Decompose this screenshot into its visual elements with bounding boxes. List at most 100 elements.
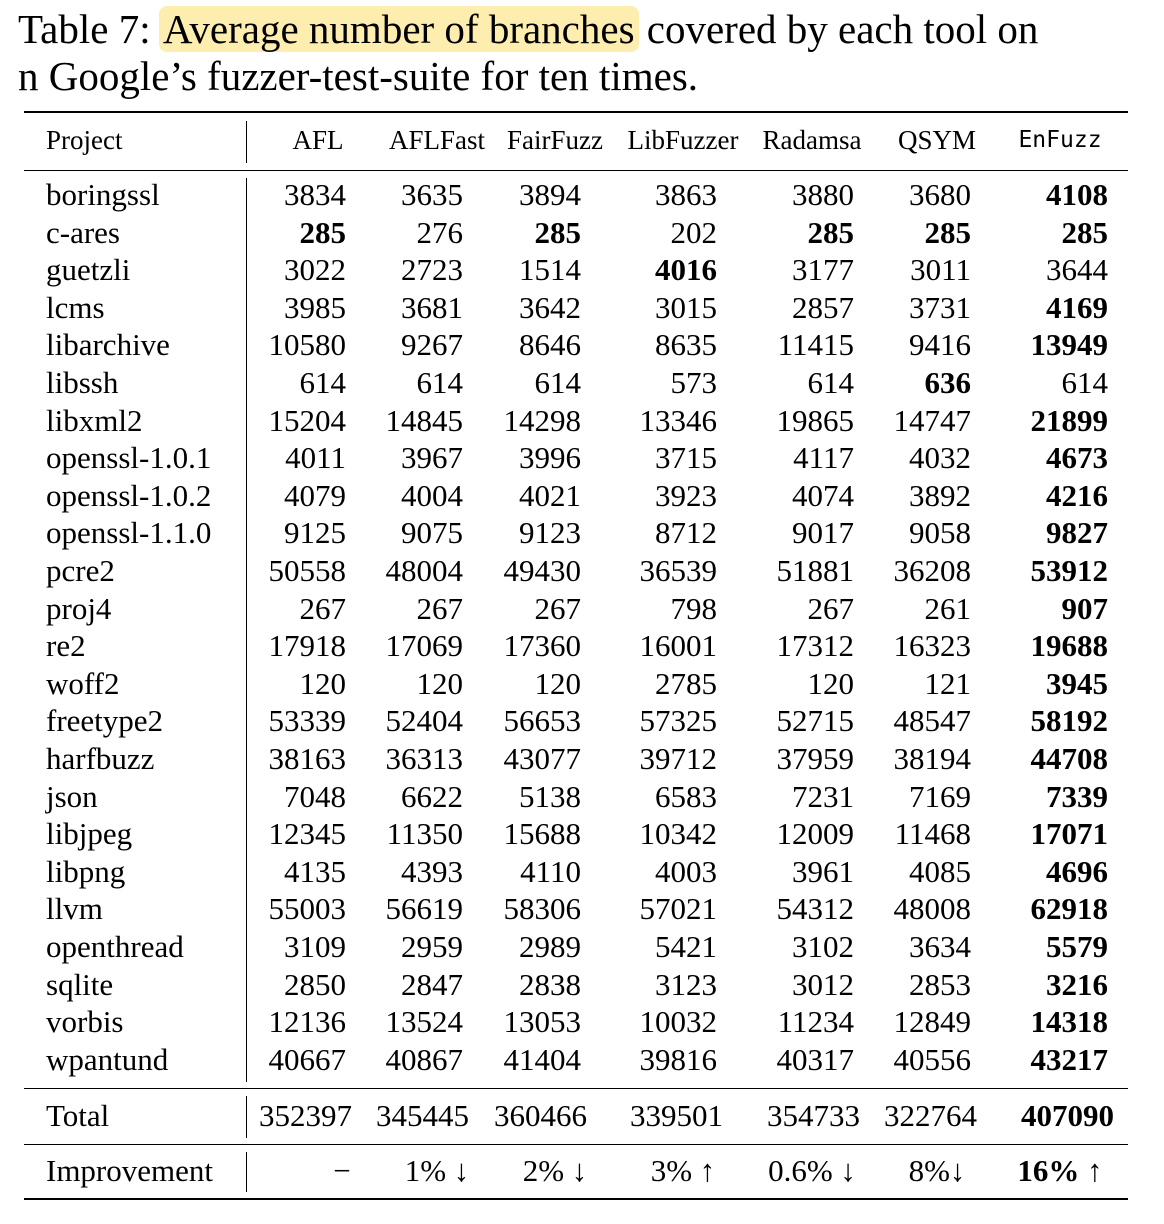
branch-count: 15688 — [503, 816, 582, 852]
branch-count: 120 — [807, 665, 855, 701]
improvement-row-label: Improvement — [46, 1153, 214, 1188]
project-name: libxml2 — [46, 402, 143, 438]
branch-count: 3863 — [655, 177, 717, 212]
branch-count: 3961 — [792, 853, 854, 889]
project-name: openssl-1.0.1 — [46, 440, 212, 476]
column-header-fairfuzz: FairFuzz — [507, 125, 603, 155]
branch-count: 48547 — [893, 703, 972, 739]
branch-count: 38163 — [268, 741, 347, 776]
column-separator-header — [246, 121, 248, 163]
column-separator-total — [246, 1096, 248, 1138]
branch-count: 7231 — [792, 778, 854, 814]
branch-count: 3644 — [1046, 252, 1108, 288]
branch-count: 17360 — [503, 628, 582, 664]
branch-count: 62918 — [1030, 891, 1109, 927]
branch-count: 12009 — [776, 816, 855, 852]
branch-count: 4011 — [285, 440, 346, 476]
table-row: json 7048 6622 5138 6583 7231 7169 7339 — [0, 778, 1164, 816]
caption-prefix: Table 7: — [18, 6, 161, 52]
branch-count: 6622 — [401, 778, 463, 814]
table-caption: Table 7: Average number of branches cove… — [18, 6, 1148, 100]
table-row: harfbuzz 38163 36313 43077 39712 37959 38194 44… — [0, 740, 1164, 778]
branch-count: 267 — [299, 590, 347, 626]
total-row-value: 322764 — [884, 1098, 977, 1133]
branch-count: 37959 — [776, 741, 855, 776]
branch-count: 14845 — [385, 402, 464, 438]
branch-count: 39712 — [639, 741, 718, 776]
branch-count: 41404 — [503, 1041, 582, 1077]
table-row: openssl-1.0.1 4011 3967 3996 3715 4117 4032 467… — [0, 439, 1164, 477]
branch-count: 3894 — [519, 177, 581, 212]
branch-count: 40317 — [776, 1041, 855, 1077]
table-row: c-ares 285 276 285 202 285 285 285 — [0, 214, 1164, 252]
branch-count: 9058 — [909, 515, 971, 551]
branch-count: 11350 — [386, 816, 463, 852]
branch-count: 3177 — [792, 252, 854, 288]
branch-count: 120 — [299, 665, 347, 701]
table-row: proj4 267 267 267 798 267 261 907 — [0, 590, 1164, 628]
total-row-label: Total — [46, 1098, 110, 1133]
branch-count: 8635 — [655, 327, 717, 363]
branch-count: 285 — [299, 214, 347, 250]
table-row: boringssl 3834 3635 3894 3863 3880 3680 4108 — [0, 176, 1164, 214]
table-row: openthread 3109 2959 2989 5421 3102 3634 5579 — [0, 928, 1164, 966]
column-header-enfuzz: EnFuzz — [1018, 127, 1102, 153]
branch-count: 4169 — [1046, 289, 1108, 325]
branch-count: 19865 — [776, 402, 855, 438]
branch-count: 9017 — [792, 515, 854, 551]
branch-count: 3680 — [909, 177, 971, 212]
project-name: lcms — [46, 289, 105, 325]
project-name: proj4 — [46, 590, 112, 626]
column-separator-body — [246, 178, 248, 1082]
branch-count: 4021 — [519, 477, 581, 513]
table-row: vorbis 12136 13524 13053 10032 11234 12849 1431… — [0, 1003, 1164, 1041]
column-header-qsym: QSYM — [897, 125, 977, 155]
total-row: Total 352397 345445 360466 339501 354733 32276… — [0, 1097, 1164, 1135]
branch-count: 5579 — [1046, 929, 1108, 964]
table-row: libssh 614 614 614 573 614 636 614 — [0, 364, 1164, 402]
column-header-libfuzzer: LibFuzzer — [627, 125, 739, 155]
branch-count: 3109 — [284, 929, 346, 964]
branch-count: 2847 — [401, 966, 463, 1002]
branch-count: 3635 — [401, 177, 463, 212]
table-row: guetzli 3022 2723 1514 4016 3177 3011 3644 — [0, 251, 1164, 289]
table-row: libxml2 15204 14845 14298 13346 19865 14747 218… — [0, 402, 1164, 440]
branch-count: 4016 — [655, 252, 717, 288]
branch-count: 16001 — [639, 628, 718, 664]
table-row: llvm 55003 56619 58306 57021 54312 48008 62918 — [0, 890, 1164, 928]
branch-count: 2850 — [284, 966, 346, 1002]
branch-count: 3967 — [401, 440, 463, 476]
branch-count: 4085 — [909, 853, 971, 889]
branch-count: 3102 — [792, 929, 854, 964]
branch-count: 4108 — [1046, 177, 1108, 212]
caption-line-2: n Google’s fuzzer-test-suite for ten tim… — [18, 53, 699, 99]
branch-count: 573 — [670, 365, 718, 400]
branch-count: 2989 — [519, 929, 581, 964]
project-name: guetzli — [46, 252, 131, 288]
branch-count: 17069 — [385, 628, 464, 664]
project-name: libssh — [46, 365, 119, 400]
total-row-value: 352397 — [259, 1098, 352, 1133]
branch-count: 58192 — [1030, 703, 1109, 739]
branch-count: 7169 — [909, 778, 971, 814]
branch-count: 10580 — [268, 327, 347, 363]
column-header-afl: AFL — [292, 125, 344, 155]
branch-count: 17312 — [776, 628, 855, 664]
branch-count: 2723 — [401, 252, 463, 288]
branch-count: 36313 — [385, 741, 464, 776]
column-header-aflfast: AFLFast — [388, 125, 486, 155]
project-name: libpng — [46, 853, 126, 889]
branch-count: 9123 — [519, 515, 581, 551]
improvement-row-value: 0.6% ↓ — [768, 1153, 856, 1188]
branch-count: 9075 — [401, 515, 463, 551]
branch-count: 58306 — [503, 891, 582, 927]
caption-line-1: Table 7: Average number of branches cove… — [18, 6, 1148, 53]
branch-count: 4696 — [1046, 853, 1108, 889]
project-name: openssl-1.1.0 — [46, 515, 212, 551]
bottom-rule — [24, 1198, 1128, 1200]
branch-count: 39816 — [639, 1041, 718, 1077]
table-row: libpng 4135 4393 4110 4003 3961 4085 4696 — [0, 853, 1164, 891]
branch-count: 2857 — [792, 289, 854, 325]
branch-count: 3123 — [655, 966, 717, 1002]
total-row-value: 354733 — [767, 1098, 860, 1133]
